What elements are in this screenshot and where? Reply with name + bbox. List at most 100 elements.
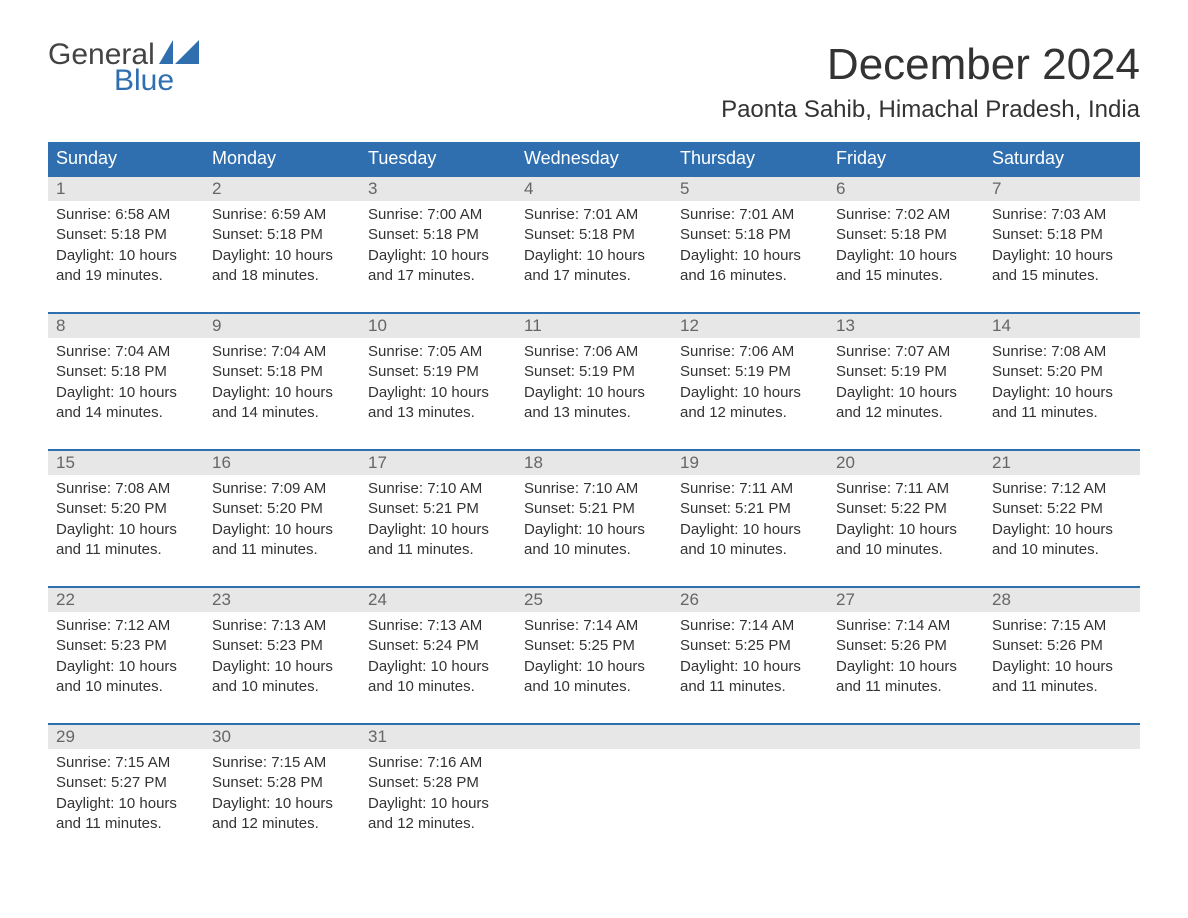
dl2-text: and 19 minutes.	[56, 266, 196, 286]
day-cell: Sunrise: 7:16 AMSunset: 5:28 PMDaylight:…	[360, 749, 516, 844]
dl2-text: and 10 minutes.	[524, 677, 664, 697]
sunset-text: Sunset: 5:23 PM	[56, 636, 196, 656]
sunset-text: Sunset: 5:18 PM	[56, 225, 196, 245]
dl1-text: Daylight: 10 hours	[992, 657, 1132, 677]
date-number: 2	[204, 177, 360, 201]
sunset-text: Sunset: 5:18 PM	[836, 225, 976, 245]
dl1-text: Daylight: 10 hours	[680, 383, 820, 403]
sunset-text: Sunset: 5:20 PM	[212, 499, 352, 519]
dl1-text: Daylight: 10 hours	[56, 520, 196, 540]
dl1-text: Daylight: 10 hours	[992, 383, 1132, 403]
sunrise-text: Sunrise: 7:11 AM	[680, 479, 820, 499]
dl1-text: Daylight: 10 hours	[836, 246, 976, 266]
dl2-text: and 12 minutes.	[680, 403, 820, 423]
dl2-text: and 12 minutes.	[836, 403, 976, 423]
day-cell	[984, 749, 1140, 844]
day-cell: Sunrise: 7:04 AMSunset: 5:18 PMDaylight:…	[48, 338, 204, 433]
sunset-text: Sunset: 5:18 PM	[212, 362, 352, 382]
dl1-text: Daylight: 10 hours	[212, 246, 352, 266]
day-cell: Sunrise: 7:13 AMSunset: 5:23 PMDaylight:…	[204, 612, 360, 707]
date-number: 17	[360, 451, 516, 475]
date-number: 31	[360, 725, 516, 749]
date-number: 30	[204, 725, 360, 749]
date-row: 1234567	[48, 177, 1140, 201]
day-cell: Sunrise: 7:12 AMSunset: 5:23 PMDaylight:…	[48, 612, 204, 707]
dl1-text: Daylight: 10 hours	[212, 657, 352, 677]
day-header: Thursday	[672, 142, 828, 175]
dl1-text: Daylight: 10 hours	[680, 246, 820, 266]
dl2-text: and 12 minutes.	[368, 814, 508, 834]
sunset-text: Sunset: 5:26 PM	[836, 636, 976, 656]
day-cell: Sunrise: 7:14 AMSunset: 5:26 PMDaylight:…	[828, 612, 984, 707]
dl2-text: and 13 minutes.	[524, 403, 664, 423]
sunrise-text: Sunrise: 7:09 AM	[212, 479, 352, 499]
day-cell: Sunrise: 7:05 AMSunset: 5:19 PMDaylight:…	[360, 338, 516, 433]
dl2-text: and 15 minutes.	[992, 266, 1132, 286]
sunset-text: Sunset: 5:18 PM	[56, 362, 196, 382]
calendar: Sunday Monday Tuesday Wednesday Thursday…	[48, 142, 1140, 844]
day-cell: Sunrise: 7:07 AMSunset: 5:19 PMDaylight:…	[828, 338, 984, 433]
dl2-text: and 12 minutes.	[212, 814, 352, 834]
month-title: December 2024	[721, 40, 1140, 90]
date-row: 293031	[48, 725, 1140, 749]
day-cell: Sunrise: 7:09 AMSunset: 5:20 PMDaylight:…	[204, 475, 360, 570]
sunrise-text: Sunrise: 6:58 AM	[56, 205, 196, 225]
sunset-text: Sunset: 5:21 PM	[524, 499, 664, 519]
date-number: 11	[516, 314, 672, 338]
sunrise-text: Sunrise: 7:12 AM	[992, 479, 1132, 499]
sunset-text: Sunset: 5:18 PM	[992, 225, 1132, 245]
date-number: 29	[48, 725, 204, 749]
sunset-text: Sunset: 5:24 PM	[368, 636, 508, 656]
week-row: 1234567Sunrise: 6:58 AMSunset: 5:18 PMDa…	[48, 175, 1140, 296]
sunrise-text: Sunrise: 7:01 AM	[524, 205, 664, 225]
sunset-text: Sunset: 5:22 PM	[992, 499, 1132, 519]
date-number: 8	[48, 314, 204, 338]
dl1-text: Daylight: 10 hours	[56, 657, 196, 677]
dl2-text: and 11 minutes.	[836, 677, 976, 697]
sunrise-text: Sunrise: 7:13 AM	[212, 616, 352, 636]
date-number: 27	[828, 588, 984, 612]
day-cell	[516, 749, 672, 844]
sunrise-text: Sunrise: 7:12 AM	[56, 616, 196, 636]
dl2-text: and 11 minutes.	[368, 540, 508, 560]
day-cell: Sunrise: 6:59 AMSunset: 5:18 PMDaylight:…	[204, 201, 360, 296]
date-number: 25	[516, 588, 672, 612]
dl1-text: Daylight: 10 hours	[836, 657, 976, 677]
sunrise-text: Sunrise: 7:01 AM	[680, 205, 820, 225]
sunrise-text: Sunrise: 7:15 AM	[992, 616, 1132, 636]
sunset-text: Sunset: 5:20 PM	[56, 499, 196, 519]
day-cell	[672, 749, 828, 844]
sunset-text: Sunset: 5:19 PM	[368, 362, 508, 382]
dl2-text: and 15 minutes.	[836, 266, 976, 286]
date-number: 18	[516, 451, 672, 475]
day-cell: Sunrise: 7:03 AMSunset: 5:18 PMDaylight:…	[984, 201, 1140, 296]
sunset-text: Sunset: 5:18 PM	[368, 225, 508, 245]
sunset-text: Sunset: 5:25 PM	[524, 636, 664, 656]
date-number: 6	[828, 177, 984, 201]
sunset-text: Sunset: 5:28 PM	[212, 773, 352, 793]
day-cell: Sunrise: 7:01 AMSunset: 5:18 PMDaylight:…	[516, 201, 672, 296]
sunset-text: Sunset: 5:27 PM	[56, 773, 196, 793]
dl1-text: Daylight: 10 hours	[56, 383, 196, 403]
sunset-text: Sunset: 5:21 PM	[368, 499, 508, 519]
date-number	[672, 725, 828, 749]
day-cell: Sunrise: 7:06 AMSunset: 5:19 PMDaylight:…	[516, 338, 672, 433]
sunrise-text: Sunrise: 7:14 AM	[524, 616, 664, 636]
dl2-text: and 11 minutes.	[992, 403, 1132, 423]
date-row: 15161718192021	[48, 451, 1140, 475]
date-number	[828, 725, 984, 749]
day-header: Saturday	[984, 142, 1140, 175]
sunset-text: Sunset: 5:18 PM	[524, 225, 664, 245]
date-number: 28	[984, 588, 1140, 612]
sunset-text: Sunset: 5:18 PM	[212, 225, 352, 245]
day-cell: Sunrise: 7:13 AMSunset: 5:24 PMDaylight:…	[360, 612, 516, 707]
dl2-text: and 10 minutes.	[992, 540, 1132, 560]
sunset-text: Sunset: 5:25 PM	[680, 636, 820, 656]
day-cell: Sunrise: 7:00 AMSunset: 5:18 PMDaylight:…	[360, 201, 516, 296]
sunset-text: Sunset: 5:22 PM	[836, 499, 976, 519]
day-cell: Sunrise: 7:12 AMSunset: 5:22 PMDaylight:…	[984, 475, 1140, 570]
dl2-text: and 10 minutes.	[368, 677, 508, 697]
date-row: 891011121314	[48, 314, 1140, 338]
sunrise-text: Sunrise: 7:08 AM	[56, 479, 196, 499]
dl2-text: and 16 minutes.	[680, 266, 820, 286]
